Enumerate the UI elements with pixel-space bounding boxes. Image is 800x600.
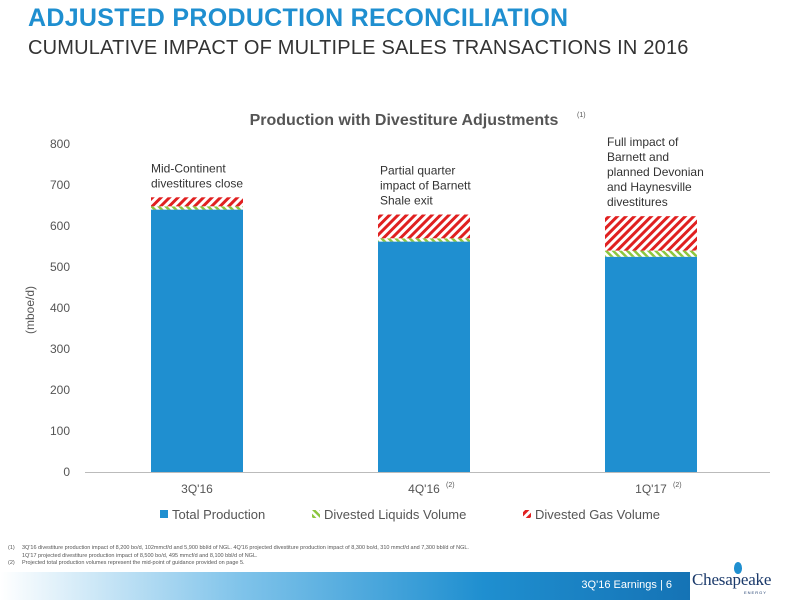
- y-tick-label: 800: [50, 137, 70, 151]
- footnote-2-line-1: Projected total production volumes repre…: [22, 560, 245, 566]
- bar-annotation: divestitures close: [151, 176, 243, 190]
- legend-swatch: [160, 510, 168, 518]
- bar-segment: [151, 197, 243, 207]
- bar-annotation: Full impact of: [607, 135, 679, 149]
- production-chart: Production with Divestiture Adjustments …: [23, 112, 770, 522]
- bar-annotation: Mid-Continent: [151, 161, 226, 175]
- y-tick-label: 300: [50, 342, 70, 356]
- x-tick-note: (2): [446, 482, 455, 489]
- x-tick-label: 3Q'16: [181, 482, 213, 496]
- bar-annotation: Partial quarter: [380, 164, 455, 178]
- chart-title: Production with Divestiture Adjustments: [250, 112, 559, 129]
- bar-segment: [378, 238, 470, 242]
- x-tick-label: 1Q'17: [635, 482, 667, 496]
- legend: Total Production Divested Liquids Volume D…: [160, 507, 660, 522]
- x-tick-label: 4Q'16: [408, 482, 440, 496]
- bar-segment: [378, 214, 470, 239]
- x-tick-note: (2): [673, 482, 682, 489]
- bar-segment: [378, 241, 470, 472]
- legend-swatch: [312, 510, 320, 518]
- bar-annotation: impact of Barnett: [380, 179, 471, 193]
- footnote-1-line-1: 3Q'16 divestiture production impact of 8…: [22, 545, 469, 551]
- bar-segment: [151, 209, 243, 472]
- y-tick-label: 500: [50, 260, 70, 274]
- legend-swatch: [523, 510, 531, 518]
- bar-annotation: divestitures: [607, 195, 668, 209]
- bar-segment: [605, 216, 697, 251]
- footnote-1-number: (1): [8, 545, 15, 551]
- y-tick-label: 100: [50, 424, 70, 438]
- y-tick-label: 700: [50, 178, 70, 192]
- bar-segment: [605, 256, 697, 472]
- logo-subtitle: ENERGY: [744, 590, 767, 595]
- y-tick-label: 600: [50, 219, 70, 233]
- footnote-1-line-2: 1Q'17 projected divestiture production i…: [22, 552, 258, 559]
- x-labels: 3Q'16 4Q'16 (2) 1Q'17 (2): [181, 482, 681, 496]
- footer-page-label: 3Q'16 Earnings | 6: [581, 579, 672, 591]
- y-tick-label: 200: [50, 383, 70, 397]
- bars: [151, 197, 697, 472]
- flame-icon: [734, 562, 742, 574]
- page-title: ADJUSTED PRODUCTION RECONCILIATION: [28, 4, 569, 32]
- footnotes: (1) 3Q'16 divestiture production impact o…: [8, 545, 648, 568]
- bar-segment: [605, 250, 697, 257]
- legend-label: Divested Gas Volume: [535, 507, 660, 522]
- y-ticks: 0 100 200 300 400 500 600 700 800: [50, 137, 70, 479]
- y-axis-label: (mboe/d): [23, 286, 37, 334]
- legend-label: Divested Liquids Volume: [324, 507, 466, 522]
- footnote-2-number: (2): [8, 560, 15, 566]
- bar-annotation: Shale exit: [380, 194, 433, 208]
- y-tick-label: 0: [63, 465, 70, 479]
- footer-bar: 3Q'16 Earnings | 6: [0, 572, 690, 600]
- chesapeake-logo: Chesapeake ENERGY: [692, 562, 796, 600]
- page-subtitle: CUMULATIVE IMPACT OF MULTIPLE SALES TRAN…: [28, 37, 689, 59]
- bar-annotation: and Haynesville: [607, 180, 692, 194]
- y-tick-label: 400: [50, 301, 70, 315]
- bar-annotation: planned Devonian: [607, 165, 704, 179]
- bar-segment: [151, 206, 243, 210]
- bar-annotation: Barnett and: [607, 150, 669, 164]
- legend-label: Total Production: [172, 507, 265, 522]
- chart-title-note: (1): [577, 112, 586, 119]
- logo-wordmark: Chesapeake: [692, 570, 772, 589]
